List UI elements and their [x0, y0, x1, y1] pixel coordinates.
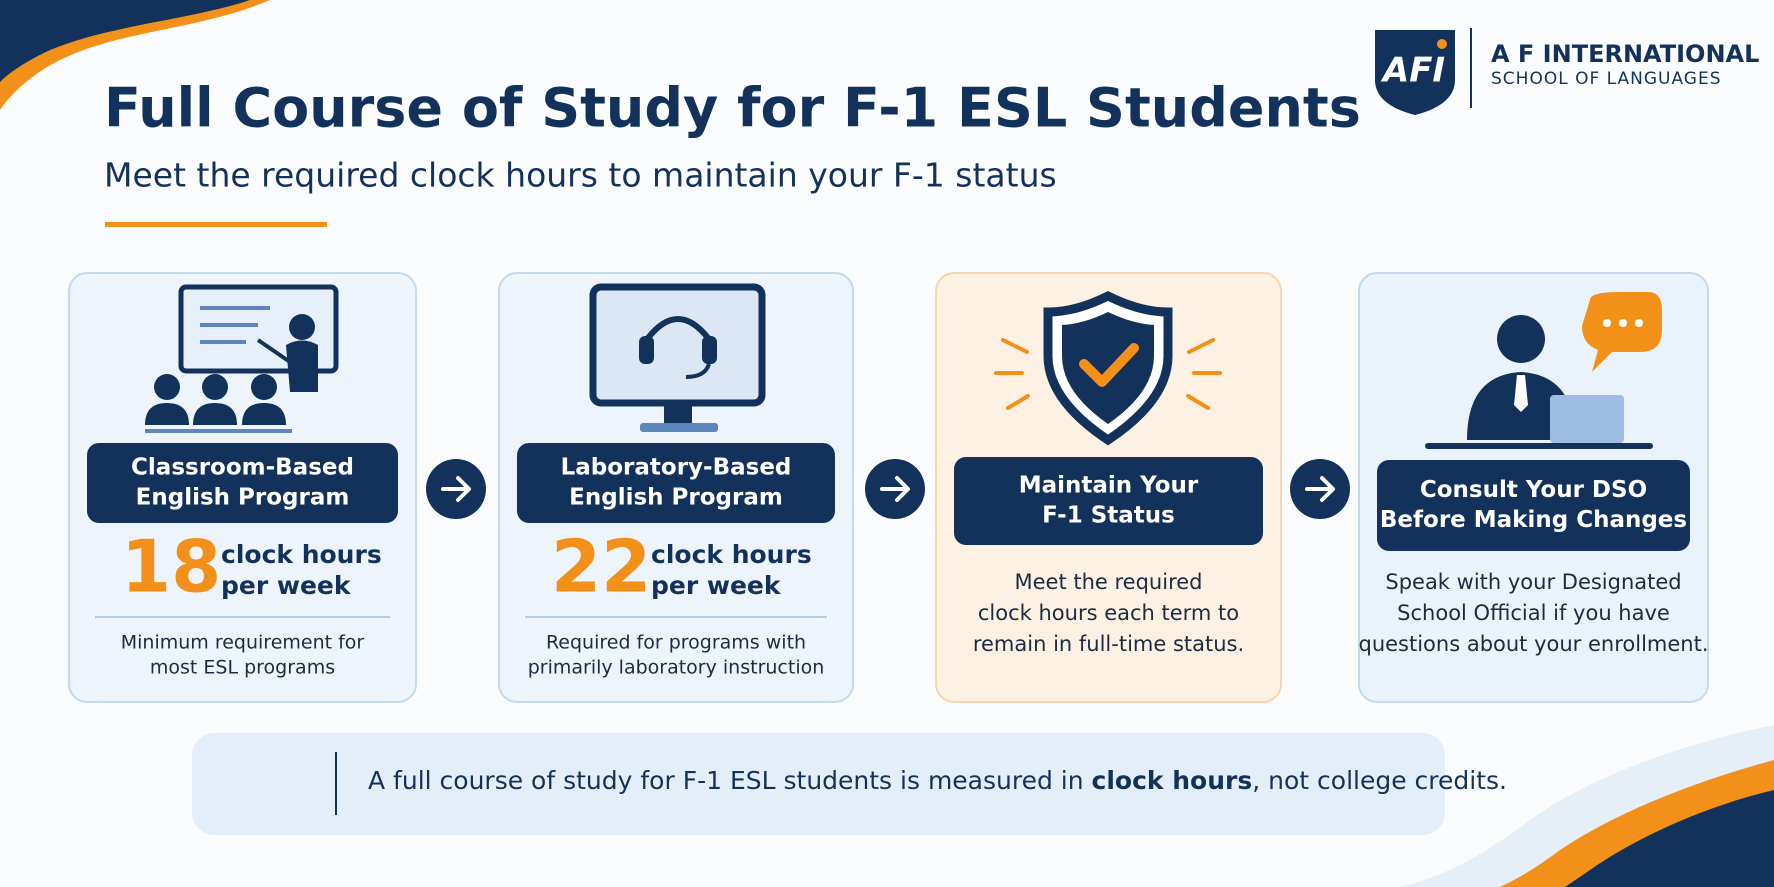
hours-unit: clock hours: [651, 540, 812, 569]
card-title: Laboratory-Based: [561, 455, 792, 481]
checkmark: [1079, 343, 1139, 387]
subtitle: Meet the required clock hours to maintai…: [104, 156, 1057, 195]
step-arrow: [880, 476, 910, 502]
hours-unit: clock hours: [221, 540, 382, 569]
student-head: [154, 374, 180, 400]
desk: [1425, 443, 1653, 449]
hours-unit: per week: [221, 571, 352, 600]
shield-ray: [1001, 338, 1029, 354]
speech-bubble: [1582, 292, 1662, 372]
advisor-tie: [1514, 375, 1528, 412]
hours-number: 18: [121, 525, 221, 609]
icons: [145, 283, 1662, 803]
footer-text: A full course of study for F-1 ESL stude…: [368, 766, 1092, 795]
card-description: School Official if you have: [1397, 601, 1670, 625]
card-title-pill: [954, 457, 1263, 545]
teacher-body: [286, 340, 318, 392]
corner-wave-navy: [0, 0, 250, 82]
advisor-head: [1497, 315, 1545, 363]
hours-unit: per week: [651, 571, 782, 600]
card-description: Speak with your Designated: [1385, 570, 1681, 594]
student-body: [145, 403, 189, 425]
logo-star: [1437, 39, 1447, 49]
hours-number: 22: [551, 525, 651, 609]
card-title: English Program: [136, 485, 350, 511]
step-arrow: [441, 476, 471, 502]
shield-ray: [1006, 394, 1030, 410]
card-description: Meet the required: [1015, 570, 1203, 594]
card-note: Minimum requirement for: [121, 632, 365, 654]
laptop: [1550, 395, 1624, 443]
title: Full Course of Study for F-1 ESL Student…: [104, 77, 1361, 140]
monitor-base: [640, 423, 718, 432]
card-title-pill: [517, 443, 835, 523]
footer-emphasis: clock hours: [1092, 766, 1253, 795]
logo-tagline: SCHOOL OF LANGUAGES: [1491, 69, 1722, 89]
headset-mic: [685, 363, 711, 379]
logo-mark: AFI: [1380, 51, 1445, 91]
card-title-pill: [1377, 460, 1690, 551]
shield-inner: [1062, 312, 1154, 424]
logo-name: A F INTERNATIONAL: [1491, 40, 1759, 68]
headset-ear: [702, 336, 717, 364]
shield-ray: [1187, 338, 1215, 354]
card-title: Before Making Changes: [1380, 507, 1687, 533]
student-body: [193, 403, 237, 425]
logo-shield: [1375, 30, 1455, 115]
corner-wave-navy: [1565, 790, 1774, 887]
student-head: [251, 374, 277, 400]
student-head: [202, 374, 228, 400]
card-title: Consult Your DSO: [1420, 477, 1647, 503]
monitor: [589, 283, 766, 407]
card-title: Classroom-Based: [131, 455, 354, 481]
card-note: primarily laboratory instruction: [528, 657, 825, 679]
card-title: Maintain Your: [1019, 473, 1199, 499]
shield-ray: [1186, 394, 1210, 410]
card-title-pill: [87, 443, 398, 523]
step-arrow: [1305, 476, 1335, 502]
card-description: clock hours each term to: [978, 601, 1239, 625]
speech-dot: [1603, 319, 1611, 327]
card-description: questions about your enrollment.: [1358, 632, 1708, 656]
card-note: most ESL programs: [150, 657, 335, 679]
card-title: English Program: [569, 485, 783, 511]
pointer: [256, 338, 292, 364]
headset-band: [645, 316, 711, 350]
speech-dot: [1635, 319, 1643, 327]
teacher-head: [289, 314, 315, 340]
footer-text: , not college credits.: [1252, 766, 1507, 795]
card-description: remain in full-time status.: [973, 632, 1244, 656]
footer-bar: [192, 733, 1445, 835]
monitor-stand: [664, 403, 692, 423]
student-body: [242, 403, 286, 425]
speech-dot: [1619, 319, 1627, 327]
footer-note: A full course of study for F-1 ESL stude…: [368, 766, 1507, 795]
card-note: Required for programs with: [546, 632, 806, 654]
headset-ear: [639, 336, 654, 364]
title-underline: [105, 222, 327, 227]
card-title: F-1 Status: [1042, 503, 1175, 529]
